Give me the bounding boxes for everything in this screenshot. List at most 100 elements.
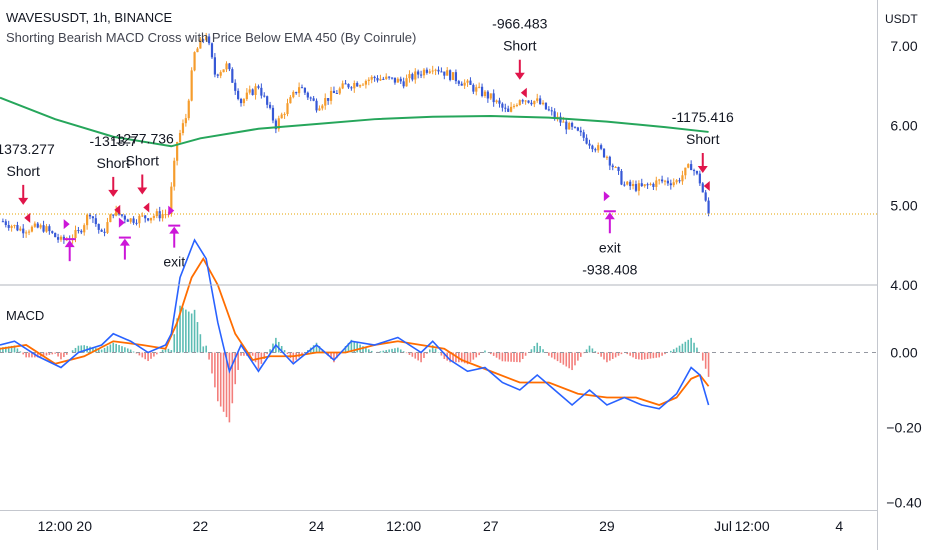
candle-body bbox=[440, 71, 443, 73]
candle-body bbox=[399, 78, 402, 82]
candle-body bbox=[495, 100, 498, 103]
candle-body bbox=[36, 223, 39, 228]
macd-panel-label: MACD bbox=[6, 308, 45, 323]
short-arrow-head bbox=[18, 197, 29, 205]
candle-body bbox=[56, 237, 60, 240]
candle-body bbox=[216, 74, 219, 76]
candle-body bbox=[260, 87, 263, 96]
price-axis-tick: 7.00 bbox=[890, 38, 917, 54]
exit-signal-label: exit bbox=[599, 239, 621, 255]
candle-body bbox=[88, 214, 92, 217]
price-axis-tick: 4.00 bbox=[890, 277, 917, 293]
macd-panel[interactable] bbox=[0, 238, 877, 423]
candle-body bbox=[147, 218, 150, 221]
candle-body bbox=[202, 39, 205, 41]
time-axis-tick: 27 bbox=[483, 518, 499, 534]
candle-body bbox=[106, 222, 109, 233]
price-panel[interactable]: -1373.277 Short -1313.7 Short -1277.736 Short… bbox=[0, 16, 877, 278]
candle-body bbox=[144, 215, 147, 219]
short-signal-label: -1175.416 bbox=[672, 109, 734, 125]
candle-body bbox=[45, 226, 48, 232]
candle-body bbox=[158, 211, 161, 219]
price-unit-label[interactable]: USDT bbox=[885, 12, 918, 26]
macd-signal-line bbox=[0, 256, 710, 406]
candle-body bbox=[408, 74, 411, 79]
candle-body bbox=[42, 225, 45, 232]
candle-body bbox=[579, 130, 582, 133]
candle-body bbox=[695, 171, 699, 174]
short-arrow-head bbox=[697, 165, 708, 173]
candle-body bbox=[22, 228, 25, 234]
macd-axis-tick: −0.20 bbox=[886, 420, 922, 436]
candle-body bbox=[103, 231, 106, 233]
candle-body bbox=[120, 214, 124, 216]
exit-arrow-head bbox=[169, 226, 180, 234]
candle-body bbox=[376, 78, 379, 81]
time-axis-tick: 24 bbox=[309, 518, 325, 534]
candle-body bbox=[658, 179, 661, 181]
candle-body bbox=[698, 173, 701, 184]
ema-450-line bbox=[0, 96, 709, 148]
candle-body bbox=[112, 214, 115, 216]
candle-body bbox=[152, 216, 156, 218]
candle-body bbox=[643, 184, 646, 187]
candle-body bbox=[324, 98, 327, 106]
candle-body bbox=[692, 170, 696, 172]
candle-body bbox=[472, 84, 475, 92]
candle-body bbox=[419, 74, 423, 76]
candle-body bbox=[292, 91, 295, 98]
candle-body bbox=[213, 57, 216, 75]
candle-body bbox=[303, 87, 307, 93]
candle-body bbox=[550, 110, 553, 112]
candle-body bbox=[109, 214, 112, 223]
candle-body bbox=[91, 216, 95, 219]
candle-body bbox=[59, 236, 63, 240]
candle-body bbox=[530, 102, 533, 105]
candle-body bbox=[480, 86, 484, 96]
candle-body bbox=[350, 87, 353, 89]
candle-body bbox=[393, 77, 397, 83]
candle-body bbox=[286, 103, 289, 115]
candle-body bbox=[457, 81, 460, 84]
candle-body bbox=[661, 179, 664, 182]
candle-body bbox=[681, 175, 684, 182]
exit-marker bbox=[603, 191, 610, 202]
candle-body bbox=[512, 105, 516, 107]
candle-body bbox=[170, 186, 173, 215]
short-signal-label: -1373.277 bbox=[0, 141, 55, 157]
candle-body bbox=[135, 222, 138, 224]
time-axis-tick: Jul bbox=[714, 518, 732, 534]
candle-body bbox=[161, 214, 164, 219]
candle-body bbox=[614, 167, 617, 169]
candle-body bbox=[344, 83, 347, 85]
candle-body bbox=[83, 225, 86, 233]
candle-body bbox=[126, 219, 129, 222]
candle-body bbox=[283, 114, 286, 116]
time-axis-tick: 12:00 bbox=[38, 518, 73, 534]
candle-body bbox=[655, 180, 658, 187]
candle-body bbox=[492, 93, 495, 103]
candle-body bbox=[13, 225, 16, 227]
candle-body bbox=[498, 100, 501, 104]
macd-axis-tick: 0.00 bbox=[890, 345, 917, 361]
candle-body bbox=[196, 48, 199, 53]
candle-body bbox=[190, 70, 193, 101]
exit-arrow-head bbox=[119, 238, 130, 246]
candle-body bbox=[594, 149, 597, 151]
candle-body bbox=[277, 118, 280, 130]
macd-line bbox=[0, 238, 710, 410]
candle-body bbox=[295, 91, 298, 94]
candle-body bbox=[210, 43, 214, 58]
candle-body bbox=[675, 180, 678, 183]
candle-body bbox=[649, 183, 652, 185]
candle-body bbox=[460, 83, 463, 86]
candle-body bbox=[19, 228, 22, 231]
candle-body bbox=[178, 133, 182, 143]
candle-body bbox=[414, 71, 417, 80]
candle-body bbox=[507, 108, 510, 112]
candle-body bbox=[251, 89, 254, 95]
candle-body bbox=[707, 200, 710, 214]
